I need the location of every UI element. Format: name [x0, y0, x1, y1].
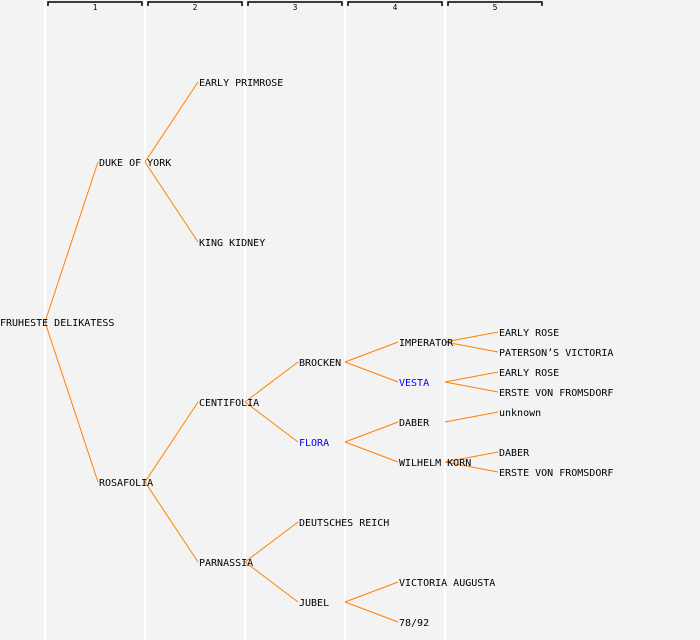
pedigree-link	[344, 581, 399, 603]
pedigree-link	[44, 161, 99, 323]
generation-header: 1	[93, 3, 98, 12]
pedigree-node: IMPERATOR	[399, 338, 454, 349]
pedigree-node: ERSTE VON FROMSDORF	[499, 468, 613, 479]
generation-bracket	[347, 1, 443, 6]
pedigree-link	[344, 341, 399, 363]
pedigree-node: EARLY PRIMROSE	[199, 78, 283, 89]
pedigree-link	[444, 371, 499, 383]
pedigree-link	[444, 451, 499, 463]
pedigree-link	[444, 341, 499, 353]
pedigree-link	[344, 421, 399, 443]
pedigree-link	[144, 481, 199, 563]
pedigree-node: DEUTSCHES REICH	[299, 518, 389, 529]
pedigree-link	[444, 331, 499, 343]
pedigree-node: EARLY ROSE	[499, 328, 559, 339]
pedigree-node: ROSAFOLIA	[99, 478, 153, 489]
pedigree-node: FLORA	[299, 438, 329, 449]
pedigree-node: DUKE OF YORK	[99, 158, 171, 169]
pedigree-node: 78/92	[399, 618, 429, 629]
generation-bracket	[447, 1, 543, 6]
pedigree-node: WILHELM KORN	[399, 458, 471, 469]
pedigree-node: JUBEL	[299, 598, 329, 609]
generation-bracket	[47, 1, 143, 6]
pedigree-node: ERSTE VON FROMSDORF	[499, 388, 613, 399]
generation-bracket	[247, 1, 343, 6]
generation-bracket	[147, 1, 243, 6]
pedigree-link	[244, 401, 299, 443]
pedigree-node: KING KIDNEY	[199, 238, 265, 249]
pedigree-link	[344, 601, 399, 623]
pedigree-node: CENTIFOLIA	[199, 398, 259, 409]
pedigree-node: EARLY ROSE	[499, 368, 559, 379]
pedigree-node: PARNASSIA	[199, 558, 253, 569]
pedigree-node: PATERSON’S VICTORIA	[499, 348, 613, 359]
pedigree-node: DABER	[399, 418, 430, 429]
generation-header: 5	[493, 3, 498, 12]
pedigree-link	[144, 401, 199, 483]
pedigree-link	[144, 161, 199, 243]
pedigree-link	[444, 411, 499, 423]
pedigree-link	[244, 561, 299, 603]
pedigree-link	[244, 521, 299, 563]
pedigree-link	[244, 361, 299, 403]
generation-header: 4	[393, 3, 398, 12]
pedigree-node: VICTORIA AUGUSTA	[399, 578, 495, 589]
pedigree-link	[344, 441, 399, 463]
pedigree-node: BROCKEN	[299, 358, 341, 369]
pedigree-link	[444, 461, 499, 473]
pedigree-node: FRUHESTE DELIKATESS	[0, 318, 114, 329]
pedigree-link	[444, 381, 499, 393]
generation-header: 3	[293, 3, 298, 12]
pedigree-node: unknown	[499, 408, 541, 419]
pedigree-link	[344, 361, 399, 383]
pedigree-node: DABER	[499, 448, 530, 459]
pedigree-node: VESTA	[399, 378, 429, 389]
pedigree-link	[144, 81, 199, 163]
pedigree-link	[44, 321, 99, 483]
generation-header: 2	[193, 3, 198, 12]
